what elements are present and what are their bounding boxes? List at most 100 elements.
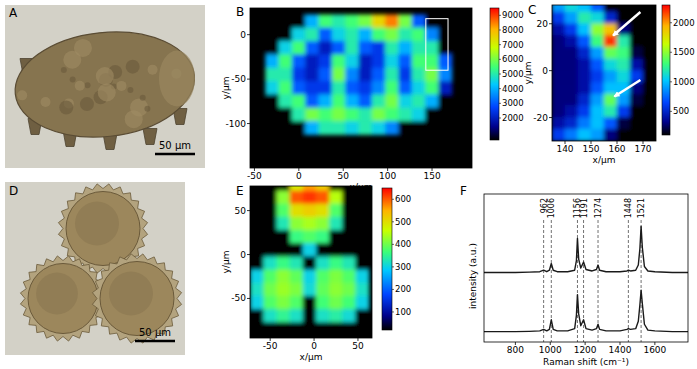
heat-cell <box>316 322 330 336</box>
heat-cell <box>630 59 644 71</box>
heat-cell <box>604 70 618 82</box>
y-tick-label: -100 <box>226 119 247 129</box>
heat-cell <box>342 322 356 336</box>
heat-cell <box>604 117 618 129</box>
egg-shell <box>20 256 105 341</box>
heat-cell <box>342 217 356 231</box>
heat-cell <box>552 35 565 47</box>
heat-cell <box>438 121 452 135</box>
heat-cell <box>279 81 293 95</box>
heat-cell <box>319 94 333 108</box>
y-tick <box>247 123 250 124</box>
egg <box>28 264 98 334</box>
heat-cell <box>617 117 631 129</box>
heat-cell <box>342 204 356 218</box>
heat-cell <box>425 81 439 95</box>
heat-cell <box>617 35 631 47</box>
heat-cell <box>345 81 359 95</box>
heat-cell <box>398 54 412 68</box>
heatmap-inner <box>265 14 452 135</box>
heatmap-cells <box>552 5 656 141</box>
heat-cell <box>276 191 290 205</box>
heat-cell <box>372 94 386 108</box>
heat-cell <box>265 81 279 95</box>
y-tick-label: -20 <box>533 113 548 123</box>
heat-cell <box>276 230 290 244</box>
heat-cell <box>250 217 264 231</box>
heat-cell <box>358 81 372 95</box>
heat-cell <box>372 41 386 55</box>
heat-cell <box>578 35 592 47</box>
heat-cell <box>332 81 346 95</box>
heat-cell <box>552 129 565 141</box>
heat-cell <box>385 121 399 135</box>
heat-cell <box>290 204 304 218</box>
heat-cell <box>565 12 579 24</box>
heat-cell <box>292 28 306 42</box>
heat-cell <box>565 59 579 71</box>
heat-cell <box>591 70 605 82</box>
heat-cell <box>303 256 317 270</box>
colorbar-tick-label: 500 <box>673 106 689 116</box>
heat-cell <box>276 296 290 310</box>
heat-cell <box>276 204 290 218</box>
heat-cell <box>372 108 386 122</box>
egg-texture <box>36 273 78 315</box>
panel-label: C <box>528 3 536 17</box>
heat-cell <box>279 94 293 108</box>
heat-cell <box>329 309 343 323</box>
heat-cell <box>565 106 579 118</box>
y-tick <box>549 70 552 71</box>
colorbar <box>490 8 499 140</box>
colorbar-tick <box>499 44 501 45</box>
heat-cell <box>358 28 372 42</box>
colorbar-tick-label: 500 <box>395 217 411 227</box>
heat-cell <box>358 121 372 135</box>
heat-cell <box>263 283 277 297</box>
x-tick-label: 160 <box>608 144 625 154</box>
figure: 50 μmA-50050100150-100-500x/μmy/μm200030… <box>0 0 697 369</box>
peak-line <box>543 220 544 342</box>
texture <box>126 60 140 74</box>
heat-cell <box>630 47 644 59</box>
heat-cell <box>425 54 439 68</box>
heat-cell <box>250 309 264 323</box>
heat-cell <box>332 14 346 28</box>
heat-cell <box>578 12 592 24</box>
heat-cell <box>263 191 277 205</box>
heat-cell <box>617 94 631 106</box>
heat-cell <box>358 14 372 28</box>
texture <box>80 97 94 111</box>
colorbar-tick-label: 200 <box>395 284 411 294</box>
x-tick-label: 0 <box>311 341 317 351</box>
heat-cell <box>578 59 592 71</box>
heat-cell <box>303 191 317 205</box>
plot-frame <box>484 194 688 342</box>
heat-cell <box>552 117 565 129</box>
heat-cell <box>303 186 317 191</box>
heat-cell <box>565 23 579 35</box>
heatmap-cells <box>265 14 452 135</box>
texture <box>59 101 73 115</box>
heat-cell <box>342 256 356 270</box>
heat-cell <box>385 68 399 82</box>
heat-cell <box>552 106 565 118</box>
heatmap-inner <box>552 5 656 141</box>
arrow <box>614 80 640 96</box>
colorbar <box>662 5 670 135</box>
x-axis-label: x/μm <box>593 155 616 165</box>
panel-label: E <box>236 184 244 198</box>
heat-cell <box>342 309 356 323</box>
x-tick-label: 150 <box>423 171 440 181</box>
heat-cell <box>292 41 306 55</box>
heat-cell <box>263 243 277 257</box>
heat-cell <box>250 186 264 191</box>
heat-cell <box>565 35 579 47</box>
heat-cell <box>643 5 656 12</box>
colorbar-tick-label: 2000 <box>673 18 695 28</box>
colorbar-tick <box>499 59 501 60</box>
heat-cell <box>630 129 644 141</box>
heat-cell <box>552 12 565 24</box>
heat-cell <box>604 5 618 12</box>
heat-cell <box>438 81 452 95</box>
